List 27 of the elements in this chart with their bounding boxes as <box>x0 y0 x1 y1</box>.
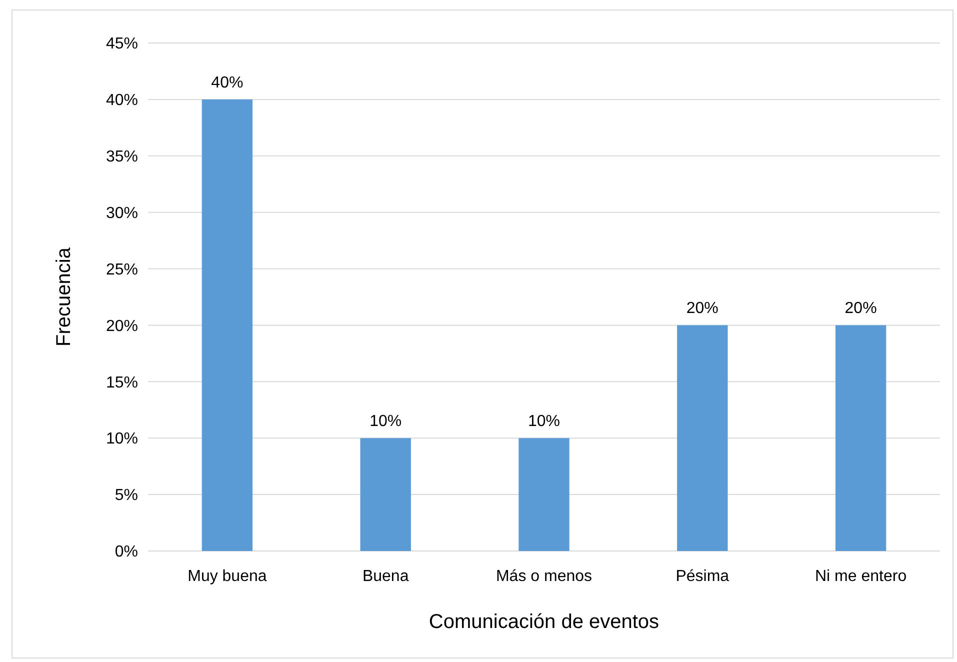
y-tick-label: 25% <box>106 261 138 278</box>
y-tick-label: 30% <box>106 204 138 222</box>
y-tick-label: 35% <box>106 148 138 166</box>
bar <box>360 438 411 551</box>
data-label: 20% <box>844 300 877 318</box>
x-tick-label: Ni me entero <box>815 568 907 585</box>
data-label: 10% <box>370 413 402 430</box>
y-tick-label: 20% <box>106 318 138 335</box>
y-tick-label: 5% <box>114 487 138 504</box>
data-label: 20% <box>686 300 718 318</box>
x-tick-label: Muy buena <box>188 568 267 585</box>
y-tick-label: 10% <box>106 430 138 448</box>
y-axis-title: Frecuencia <box>53 246 75 346</box>
bar <box>835 325 886 551</box>
y-tick-label: 40% <box>106 92 138 110</box>
data-label: 40% <box>211 74 244 92</box>
x-tick-label: Más o menos <box>496 568 592 585</box>
x-tick-label: Pésima <box>676 568 730 585</box>
x-axis-title: Comunicación de eventos <box>428 611 660 633</box>
bar <box>518 438 570 551</box>
y-tick-label: 45% <box>106 36 138 53</box>
x-tick-label: Buena <box>362 568 409 585</box>
y-tick-label: 15% <box>106 374 138 392</box>
bar <box>677 325 728 551</box>
data-label: 10% <box>528 413 560 430</box>
y-tick-label: 0% <box>114 544 138 561</box>
bar <box>202 99 253 551</box>
